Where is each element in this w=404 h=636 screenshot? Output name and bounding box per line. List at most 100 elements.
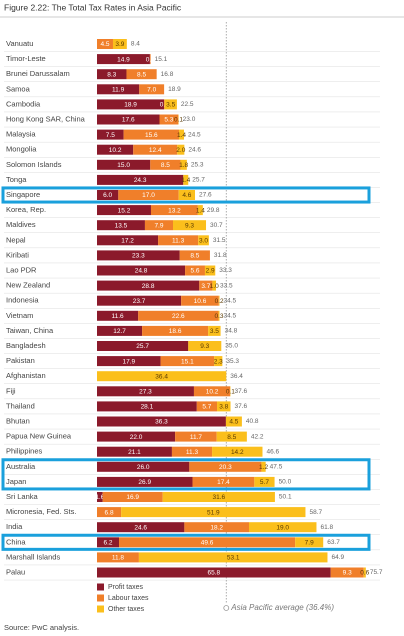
bar-segment xyxy=(218,295,220,306)
total-label: 46.6 xyxy=(266,448,279,455)
value-label: 8.5 xyxy=(161,162,170,169)
category-label: China xyxy=(6,537,26,546)
value-label: 0.6 xyxy=(360,570,369,577)
total-label: 27.6 xyxy=(199,192,212,199)
legend-swatch xyxy=(97,605,104,613)
bar-segment xyxy=(97,280,200,291)
value-label: 18.9 xyxy=(124,102,137,109)
bar-segment xyxy=(212,446,263,457)
value-label: 4.5 xyxy=(100,41,109,48)
bar-segment xyxy=(192,476,255,487)
total-label: 50.1 xyxy=(279,494,292,501)
bar-segment xyxy=(97,325,143,336)
category-label: Micronesia, Fed. Sts. xyxy=(6,507,76,516)
category-label: Papua New Guinea xyxy=(6,432,72,441)
category-label: Vanuatu xyxy=(6,39,33,48)
total-label: 24.5 xyxy=(188,131,201,138)
value-label: 6.0 xyxy=(103,192,112,199)
value-label: 24.6 xyxy=(134,524,147,531)
total-label: 63.7 xyxy=(327,539,340,546)
value-label: 26.0 xyxy=(137,464,150,471)
bar-segment xyxy=(363,567,366,578)
bar-segment xyxy=(97,220,145,231)
bar-segment xyxy=(97,159,151,170)
bar-segment xyxy=(102,492,163,502)
bar-segment xyxy=(126,69,157,80)
total-label: 31.5 xyxy=(213,237,226,244)
value-label: 11.3 xyxy=(186,449,199,456)
category-label: Solomon Islands xyxy=(6,160,62,169)
bar-segment xyxy=(97,310,139,321)
value-label: 25.7 xyxy=(136,343,149,350)
total-label: 42.2 xyxy=(251,433,264,440)
bar-segment xyxy=(97,235,159,246)
value-label: 6.8 xyxy=(105,509,114,516)
legend-label: Profit taxes xyxy=(108,584,144,591)
bar-segment xyxy=(119,537,296,548)
bar-segment xyxy=(97,129,124,140)
value-label: 22.0 xyxy=(130,434,143,441)
category-label: Bhutan xyxy=(6,416,30,425)
bar-segment xyxy=(97,250,180,261)
highlight-box xyxy=(1,458,371,491)
bar-segment xyxy=(171,446,213,457)
bar-segment xyxy=(97,492,103,502)
value-label: 19.0 xyxy=(276,524,289,531)
category-label: Hong Kong SAR, China xyxy=(6,114,86,123)
value-label: 15.1 xyxy=(181,358,194,365)
value-label: 13.2 xyxy=(168,207,181,214)
bar-segment xyxy=(97,401,197,412)
bar-segment xyxy=(97,371,227,382)
value-label: 53.1 xyxy=(227,555,240,562)
bar-segment xyxy=(123,129,180,140)
value-label: 5.3 xyxy=(164,117,173,124)
value-label: 24.8 xyxy=(135,268,148,275)
value-label: 23.7 xyxy=(133,298,146,305)
bar-segment xyxy=(97,461,190,472)
value-label: 7.9 xyxy=(154,222,163,229)
bar-segment xyxy=(97,174,184,185)
total-label: 34.5 xyxy=(224,313,237,320)
value-label: 26.9 xyxy=(138,479,151,486)
value-label: 15.2 xyxy=(118,207,131,214)
bar-segment xyxy=(138,552,328,563)
total-label: 33.5 xyxy=(220,282,233,289)
bar-segment xyxy=(118,190,179,200)
bar-segment xyxy=(97,507,122,518)
total-label: 15.1 xyxy=(155,56,168,63)
bar-segment xyxy=(97,356,161,367)
value-label: 1.4 xyxy=(196,207,205,214)
value-label: 10.2 xyxy=(109,147,122,154)
bar-segment xyxy=(175,431,217,442)
bar-segment xyxy=(248,522,317,533)
category-label: Fiji xyxy=(6,386,16,395)
value-label: 21.1 xyxy=(128,449,141,456)
value-label: 2.3 xyxy=(214,358,223,365)
value-label: 4.5 xyxy=(229,419,238,426)
value-label: 11.6 xyxy=(112,313,125,320)
bar-segment xyxy=(164,99,177,110)
value-label: 1.6 xyxy=(95,494,104,501)
value-label: 7.0 xyxy=(147,87,156,94)
total-label: 18.9 xyxy=(168,86,181,93)
category-label: Nepal xyxy=(6,235,26,244)
bar-segment xyxy=(225,416,242,427)
bar-segment xyxy=(133,144,178,155)
category-label: Mongolia xyxy=(6,145,37,154)
bar-segment xyxy=(204,265,216,276)
value-label: 11.3 xyxy=(172,238,185,245)
value-label: 17.9 xyxy=(122,358,135,365)
value-label: 49.6 xyxy=(201,540,214,547)
value-label: 36.3 xyxy=(155,419,168,426)
average-label: Asia Pacific average (36.4%) xyxy=(230,603,334,612)
category-label: Cambodia xyxy=(6,99,41,108)
bar-segment xyxy=(97,295,182,306)
category-label: Pakistan xyxy=(6,356,35,365)
bar-segment xyxy=(97,144,134,155)
category-label: Philippines xyxy=(6,447,43,456)
bar-segment xyxy=(97,341,189,351)
bar-segment xyxy=(97,522,185,533)
bar-segment xyxy=(196,401,218,412)
value-label: 6.2 xyxy=(103,540,112,547)
highlight-box xyxy=(1,186,371,204)
